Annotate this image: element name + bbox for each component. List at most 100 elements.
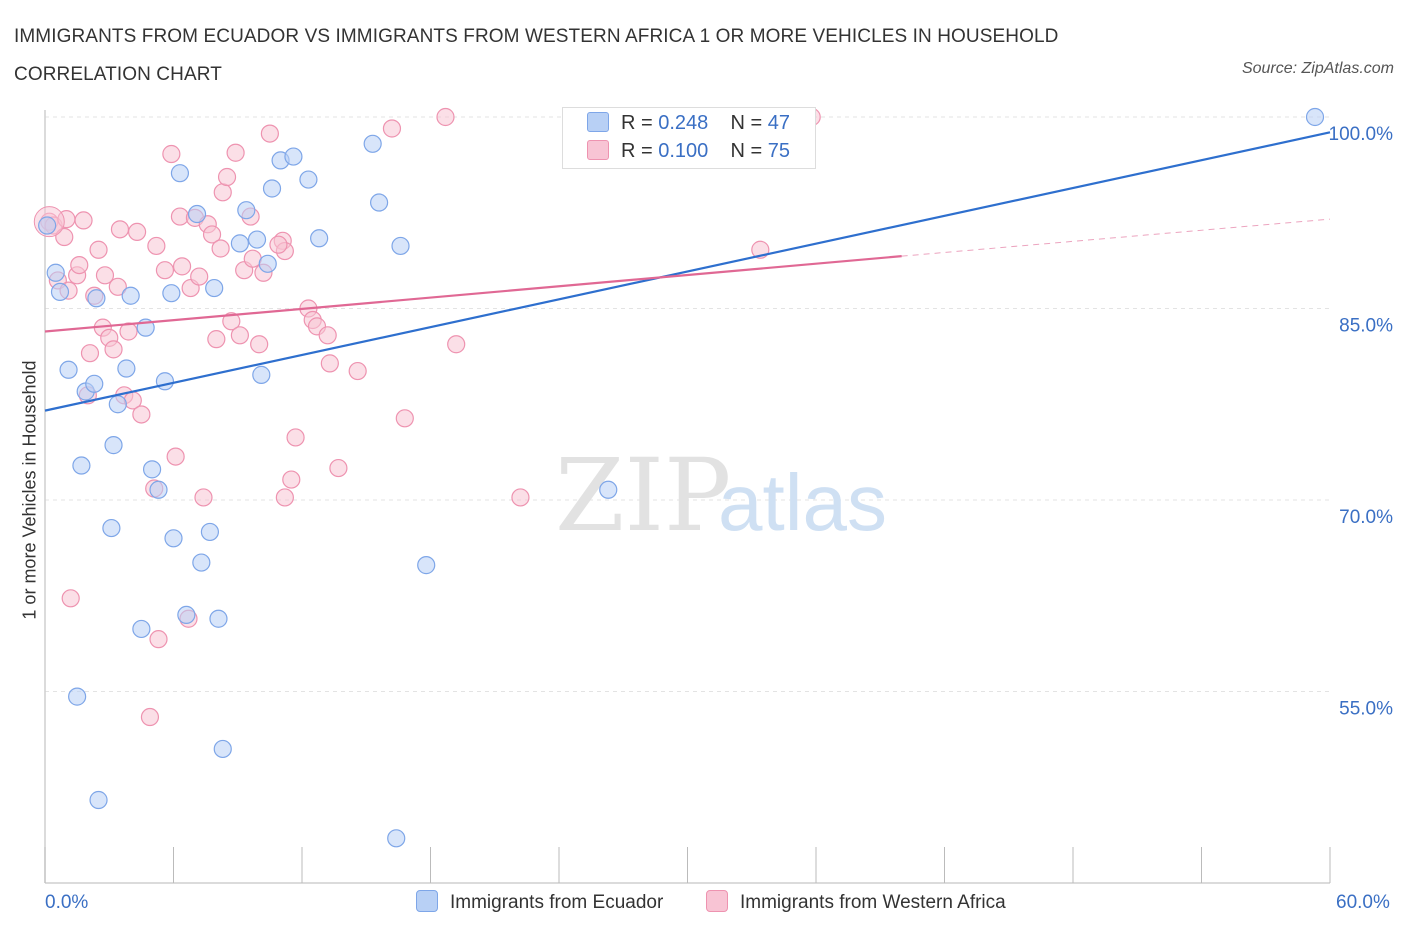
y-axis-label: 1 or more Vehicles in Household (19, 360, 40, 620)
data-point (46, 263, 65, 282)
data-point (200, 522, 220, 542)
data-point (599, 480, 618, 499)
data-point (155, 261, 175, 280)
watermark-atlas: atlas (718, 458, 887, 547)
data-point (162, 284, 181, 303)
watermark: ZIP atlas (555, 437, 887, 554)
data-point (417, 556, 436, 575)
data-point (104, 340, 123, 359)
chart-title: IMMIGRANTS FROM ECUADOR VS IMMIGRANTS FR… (14, 26, 1059, 85)
data-point (247, 230, 267, 249)
legend-swatch-pink (587, 140, 609, 160)
data-point (262, 179, 282, 198)
data-point (119, 322, 138, 341)
data-point (89, 790, 108, 810)
y-tick-label: 55.0% (1339, 699, 1393, 720)
series-name-ecuador: Immigrants from Ecuador (450, 892, 664, 913)
data-point (213, 183, 232, 202)
data-point (192, 553, 211, 572)
data-point (164, 529, 183, 548)
n-label: N = (730, 112, 768, 134)
data-point (117, 359, 136, 378)
data-point (282, 470, 301, 489)
data-point (436, 107, 455, 127)
trend-line-western-africa-extension (901, 218, 1331, 257)
data-point (61, 589, 80, 608)
data-point (387, 829, 406, 848)
data-point (202, 225, 222, 244)
data-point (260, 124, 279, 143)
data-point (68, 687, 87, 706)
data-point (50, 282, 70, 302)
data-point (226, 143, 245, 162)
data-point (104, 436, 123, 455)
x-tick-label-min: 0.0% (45, 892, 88, 913)
data-point (329, 458, 348, 478)
data-point (299, 170, 318, 189)
data-point (170, 164, 190, 183)
bottom-legend-swatch-pink (706, 890, 728, 912)
data-point (142, 460, 162, 479)
y-tick-label: 100.0% (1329, 124, 1394, 145)
grid (45, 116, 1330, 692)
data-point (155, 372, 175, 391)
data-point (286, 428, 305, 447)
data-point (284, 147, 303, 166)
data-point (209, 609, 228, 628)
bottom-legend-swatch-blue (416, 890, 438, 912)
data-point (320, 354, 339, 373)
y-tick-label: 85.0% (1339, 316, 1393, 337)
series-name-western-africa: Immigrants from Western Africa (740, 892, 1006, 913)
data-point (177, 605, 196, 625)
data-point (511, 488, 530, 507)
bottom-legend-western-africa: Immigrants from Western Africa (706, 890, 1006, 914)
series-western-africa-points (33, 107, 821, 727)
data-point (447, 335, 466, 354)
data-point (147, 236, 166, 256)
n-value-ecuador: 47 (767, 112, 791, 134)
data-point (108, 277, 127, 296)
trend-lines (44, 131, 1331, 412)
data-point (108, 395, 127, 414)
data-point (70, 255, 89, 275)
data-point (132, 405, 151, 424)
data-point (310, 229, 329, 248)
trend-line-western-africa (44, 255, 902, 333)
x-tick-label-max: 60.0% (1336, 892, 1390, 913)
stats-legend: R = 0.248 N = 47 R = 0.100 N = 75 (562, 107, 816, 169)
data-point (121, 286, 140, 305)
data-point (190, 267, 209, 286)
data-point (370, 193, 389, 212)
data-point (80, 344, 100, 363)
legend-row-western-africa: R = 0.100 N = 75 (587, 140, 790, 163)
data-point (166, 447, 185, 466)
watermark-zip: ZIP (555, 437, 731, 554)
r-label: R = (621, 140, 659, 162)
data-point (269, 235, 288, 254)
data-point (170, 207, 190, 226)
trend-line-ecuador (44, 131, 1331, 412)
data-point (85, 374, 104, 393)
data-point (205, 278, 224, 298)
y-tick-label: 70.0% (1339, 507, 1393, 528)
data-point (59, 360, 78, 379)
data-point (395, 409, 414, 428)
r-value-western-africa: 0.100 (658, 140, 709, 162)
y-tick-labels: 55.0% 70.0% 85.0% 100.0% (1329, 124, 1394, 720)
legend-row-ecuador: R = 0.248 N = 47 (587, 112, 790, 135)
r-value-ecuador: 0.248 (658, 112, 709, 134)
data-point (132, 619, 151, 639)
data-point (187, 204, 207, 224)
data-point (194, 488, 213, 507)
data-point (207, 330, 226, 349)
data-point (318, 326, 337, 345)
data-point (382, 119, 402, 138)
data-point (74, 211, 93, 230)
data-point (237, 201, 256, 220)
axes (44, 110, 1331, 884)
data-point (172, 257, 192, 276)
n-label: N = (730, 140, 768, 162)
bottom-legend-ecuador: Immigrants from Ecuador (416, 890, 663, 914)
data-point (162, 144, 181, 164)
